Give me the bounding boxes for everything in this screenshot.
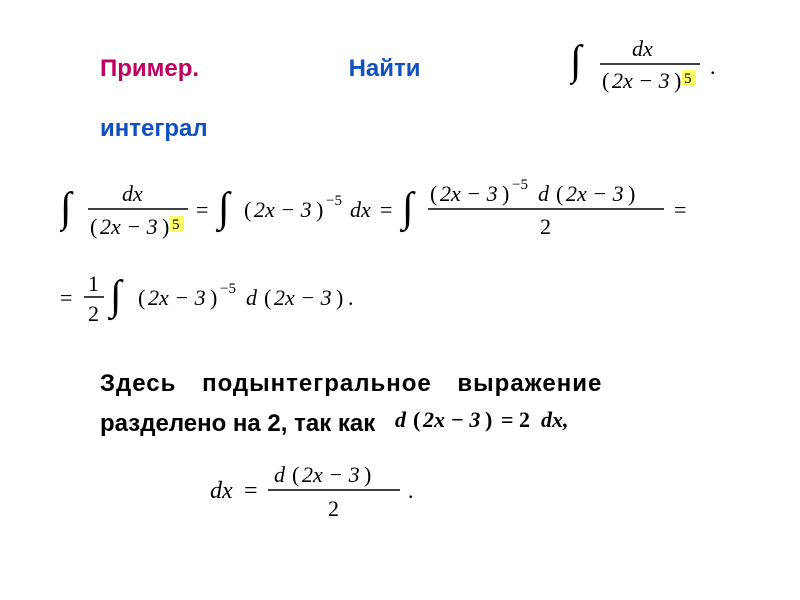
svg-text:): ) [628, 181, 635, 206]
svg-text:∫: ∫ [570, 38, 584, 86]
svg-text:d: d [538, 181, 550, 206]
main-formula: ∫ dx ( 2x − 3 ) 5 = ∫ ( 2x − 3 ) −5 dx =… [60, 171, 760, 346]
svg-text:(: ( [138, 285, 145, 310]
svg-text:2x − 3: 2x − 3 [148, 285, 206, 310]
svg-text:2: 2 [88, 301, 99, 326]
svg-text:1: 1 [88, 271, 99, 296]
svg-text:−5: −5 [220, 281, 236, 297]
diff-formula: d ( 2x − 3 ) = 2 dx, [395, 402, 635, 446]
svg-text:): ) [162, 214, 169, 239]
svg-text:.: . [710, 54, 716, 79]
svg-text:d: d [274, 462, 286, 487]
svg-text:=: = [380, 197, 392, 222]
svg-text:d: d [246, 285, 258, 310]
svg-text:2x − 3: 2x − 3 [612, 68, 670, 93]
svg-text:5: 5 [684, 71, 692, 87]
find-label: Найти [349, 55, 421, 82]
svg-text:dx,: dx, [541, 407, 569, 432]
svg-text:d: d [395, 407, 407, 432]
example-label: Пример. [100, 55, 199, 82]
svg-text:(: ( [292, 462, 299, 487]
svg-text:.: . [408, 478, 414, 503]
svg-text:∫: ∫ [215, 185, 232, 233]
svg-text:dx: dx [122, 181, 143, 206]
svg-text:(: ( [413, 407, 420, 432]
svg-text:∫: ∫ [399, 185, 416, 233]
svg-text:−5: −5 [326, 193, 342, 209]
svg-text:2x − 3: 2x − 3 [274, 285, 332, 310]
svg-text:= 2: = 2 [501, 407, 530, 432]
svg-text:): ) [316, 197, 323, 222]
svg-text:∫: ∫ [60, 185, 74, 233]
svg-text:(: ( [602, 68, 609, 93]
svg-text:2: 2 [328, 496, 339, 521]
svg-text:−5: −5 [512, 177, 528, 193]
dx-formula: dx = d ( 2x − 3 ) 2 . [210, 456, 760, 531]
svg-text:2x − 3: 2x − 3 [254, 197, 312, 222]
svg-text:(: ( [90, 214, 97, 239]
num-dx: dx [632, 36, 653, 61]
svg-text:(: ( [264, 285, 271, 310]
svg-text:=: = [196, 197, 208, 222]
explanation-text: Здесь подынтегральное выражение разделен… [100, 366, 760, 446]
svg-text:5: 5 [172, 217, 180, 233]
svg-text:2: 2 [540, 214, 551, 239]
svg-text:.: . [348, 285, 354, 310]
svg-text:2x − 3: 2x − 3 [302, 462, 360, 487]
svg-text:(: ( [430, 181, 437, 206]
problem-integral: ∫ dx ( 2x − 3 ) 5 . [570, 30, 760, 107]
svg-text:(: ( [556, 181, 563, 206]
svg-text:): ) [502, 181, 509, 206]
svg-text:2x − 3: 2x − 3 [566, 181, 624, 206]
svg-text:∫: ∫ [107, 273, 124, 321]
svg-text:2x − 3: 2x − 3 [422, 407, 480, 432]
svg-text:=: = [674, 197, 686, 222]
svg-text:dx: dx [210, 478, 233, 504]
svg-text:): ) [485, 407, 492, 432]
svg-text:2x − 3: 2x − 3 [440, 181, 498, 206]
svg-text:=: = [60, 285, 72, 310]
svg-text:): ) [210, 285, 217, 310]
svg-text:=: = [244, 478, 258, 504]
svg-text:(: ( [244, 197, 251, 222]
svg-text:): ) [674, 68, 681, 93]
integral-label: интеграл [100, 115, 208, 142]
svg-text:): ) [364, 462, 371, 487]
svg-text:): ) [336, 285, 343, 310]
svg-text:dx: dx [350, 197, 371, 222]
svg-text:2x − 3: 2x − 3 [100, 214, 158, 239]
